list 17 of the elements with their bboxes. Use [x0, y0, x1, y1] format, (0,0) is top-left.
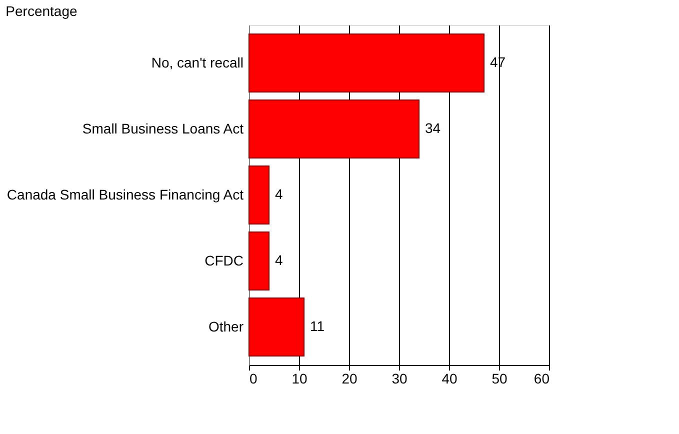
x-tick-label: 10 — [292, 370, 308, 386]
x-tick-label: 40 — [442, 370, 458, 386]
text: Percentage — [6, 3, 78, 19]
x-tick-label: 0 — [250, 370, 258, 386]
y-tick-label: CFDC — [204, 252, 244, 268]
x-tick-label: 20 — [342, 370, 358, 386]
x-tick-label: 50 — [492, 370, 508, 386]
y-tick-label: Small Business Loans Act — [82, 120, 244, 136]
data-label: 11 — [310, 318, 325, 334]
y-tick-label: Canada Small Business Financing Act — [6, 186, 244, 202]
data-label: 4 — [275, 186, 283, 202]
data-label: 34 — [425, 120, 441, 136]
x-tick-label: 30 — [392, 370, 408, 386]
y-tick-label: No, can't recall — [151, 54, 244, 70]
y-tick-label: Other — [208, 318, 244, 334]
x-tick-label: 60 — [534, 370, 550, 386]
data-label: 4 — [275, 252, 283, 268]
